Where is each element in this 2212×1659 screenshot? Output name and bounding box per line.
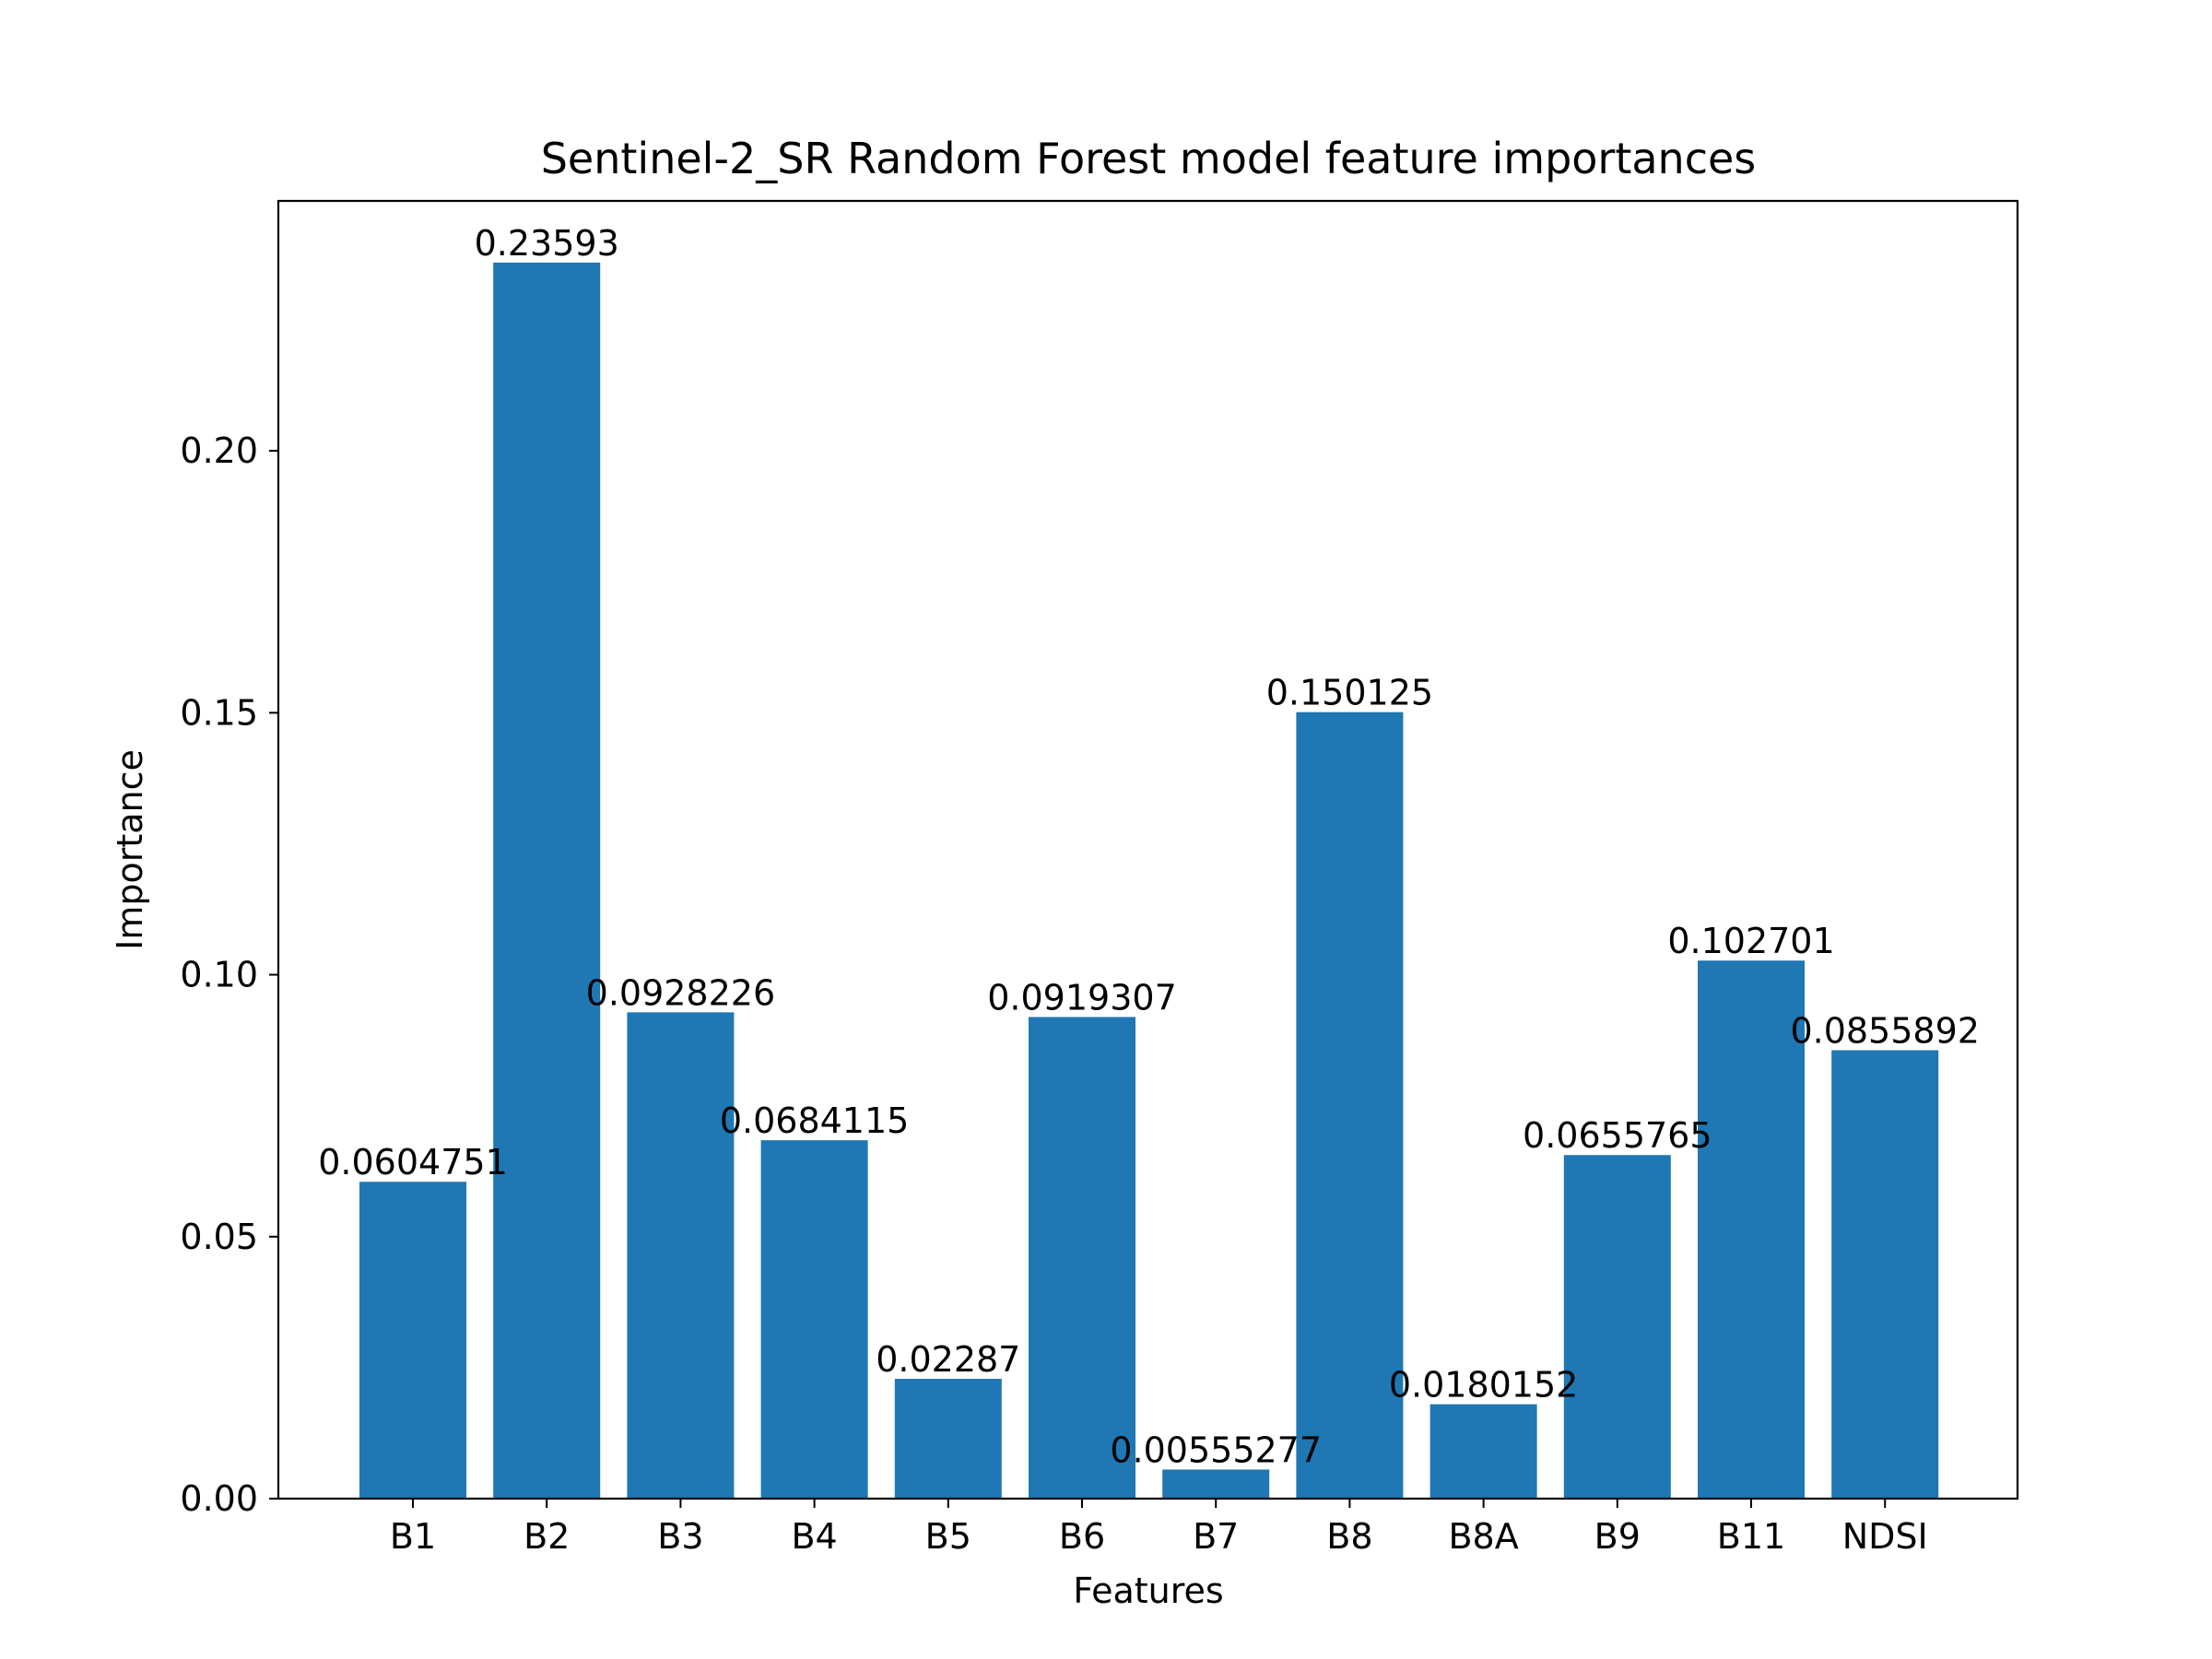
- bar-value-label: 0.02287: [876, 1339, 1020, 1380]
- plot-frame: [276, 199, 2019, 1500]
- bar-value-label: 0.00555277: [1110, 1430, 1322, 1470]
- bar-b1: [359, 1182, 466, 1499]
- x-tick-label: B6: [1059, 1516, 1105, 1557]
- x-tick-label: B5: [925, 1516, 971, 1557]
- x-tick-label: B7: [1193, 1516, 1239, 1557]
- x-tick-label: B9: [1594, 1516, 1641, 1557]
- x-axis: B1 B2 B3 B4 B5 B6 B7 B8 B8A B9 B11 NDSI: [390, 1499, 1928, 1557]
- y-tick-label: 0.05: [180, 1217, 258, 1257]
- bar-value-label: 0.0655765: [1523, 1115, 1712, 1156]
- bars-layer: [359, 262, 1939, 1499]
- bar-b5: [894, 1379, 1002, 1499]
- bar-b3: [627, 1012, 735, 1499]
- x-tick-label: B8: [1326, 1516, 1372, 1557]
- bar-ndsi: [1831, 1050, 1939, 1499]
- x-tick-label: B3: [657, 1516, 703, 1557]
- bar-value-label: 0.0684115: [720, 1100, 910, 1141]
- y-tick-label: 0.00: [180, 1478, 258, 1519]
- bar-b6: [1029, 1017, 1135, 1499]
- y-axis: 0.00 0.05 0.10 0.15 0.20: [180, 430, 278, 1519]
- bar-b4: [760, 1140, 868, 1499]
- bar-b2: [493, 262, 601, 1499]
- bar-value-label: 0.0855892: [1790, 1010, 1980, 1051]
- x-tick-label: NDSI: [1842, 1516, 1928, 1557]
- x-tick-label: B1: [390, 1516, 436, 1557]
- bar-value-label: 0.0180152: [1389, 1365, 1579, 1406]
- bar-value-label: 0.150125: [1266, 673, 1433, 713]
- chart-title: Sentinel-2_SR Random Forest model featur…: [541, 134, 1757, 183]
- x-tick-label: B11: [1717, 1516, 1785, 1557]
- bar-value-label: 0.0919307: [987, 977, 1177, 1018]
- bar-b7: [1162, 1469, 1270, 1499]
- y-axis-label: Importance: [110, 749, 150, 950]
- bar-value-labels: 0.0604751 0.23593 0.0928226 0.0684115 0.0228…: [318, 223, 1980, 1471]
- y-tick-label: 0.10: [180, 955, 258, 995]
- bar-b8: [1296, 712, 1404, 1499]
- x-axis-label: Features: [1073, 1571, 1223, 1611]
- bar-value-label: 0.0928226: [586, 972, 776, 1013]
- x-tick-label: B4: [791, 1516, 837, 1557]
- bar-b11: [1698, 960, 1805, 1499]
- x-tick-label: B2: [524, 1516, 570, 1557]
- bar-value-label: 0.102701: [1667, 921, 1834, 961]
- bar-value-label: 0.23593: [475, 223, 619, 264]
- bar-b9: [1563, 1155, 1671, 1499]
- x-tick-label: B8A: [1448, 1516, 1518, 1557]
- y-tick-label: 0.20: [180, 430, 258, 471]
- bar-b8a: [1430, 1404, 1537, 1499]
- bar-value-label: 0.0604751: [318, 1142, 508, 1182]
- y-tick-label: 0.15: [180, 692, 258, 733]
